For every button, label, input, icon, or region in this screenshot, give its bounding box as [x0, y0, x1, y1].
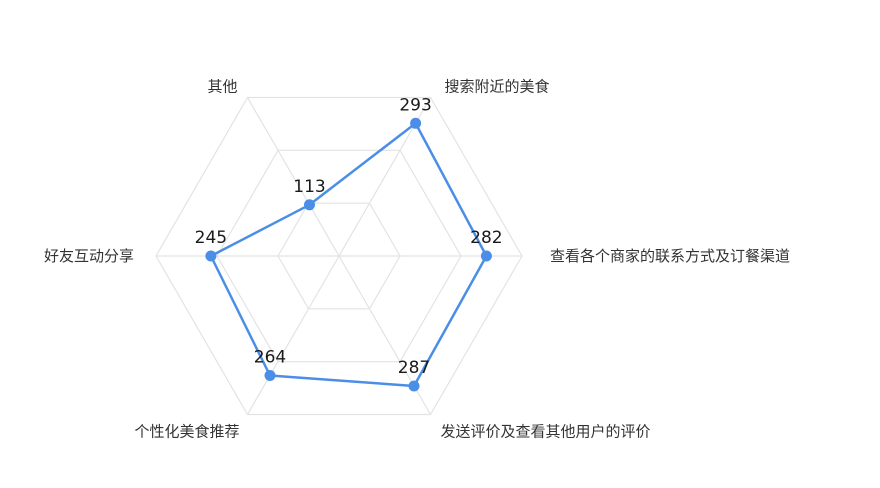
- data-point-3[interactable]: [264, 370, 276, 381]
- series-line-0: [209, 122, 488, 388]
- radar-axes: [156, 97, 522, 415]
- axis-spoke-3: [246, 255, 340, 415]
- indicator-label-2: 发送评价及查看其他用户的评价: [441, 423, 651, 441]
- data-label-0: 293: [399, 95, 431, 115]
- data-point-5[interactable]: [304, 199, 315, 211]
- data-label-1: 282: [470, 228, 502, 248]
- data-point-1[interactable]: [480, 250, 492, 262]
- data-label-5: 113: [293, 177, 325, 197]
- data-label-4: 245: [195, 228, 227, 248]
- indicator-label-5: 其他: [207, 78, 237, 96]
- indicator-label-4: 好友互动分享: [44, 247, 134, 265]
- value-labels: 293 282 287 264 245 113: [195, 95, 503, 378]
- data-label-2: 287: [398, 358, 430, 378]
- data-label-3: 264: [254, 348, 286, 368]
- indicator-label-1: 查看各个商家的联系方式及订餐渠道: [550, 247, 790, 265]
- data-point-2[interactable]: [408, 380, 420, 392]
- data-point-0[interactable]: [410, 117, 422, 129]
- axis-spoke-5: [246, 97, 340, 257]
- indicator-label-0: 搜索附近的美食: [445, 78, 550, 96]
- series-layer: [205, 117, 492, 392]
- indicator-label-3: 个性化美食推荐: [134, 423, 239, 441]
- data-point-4[interactable]: [205, 250, 217, 262]
